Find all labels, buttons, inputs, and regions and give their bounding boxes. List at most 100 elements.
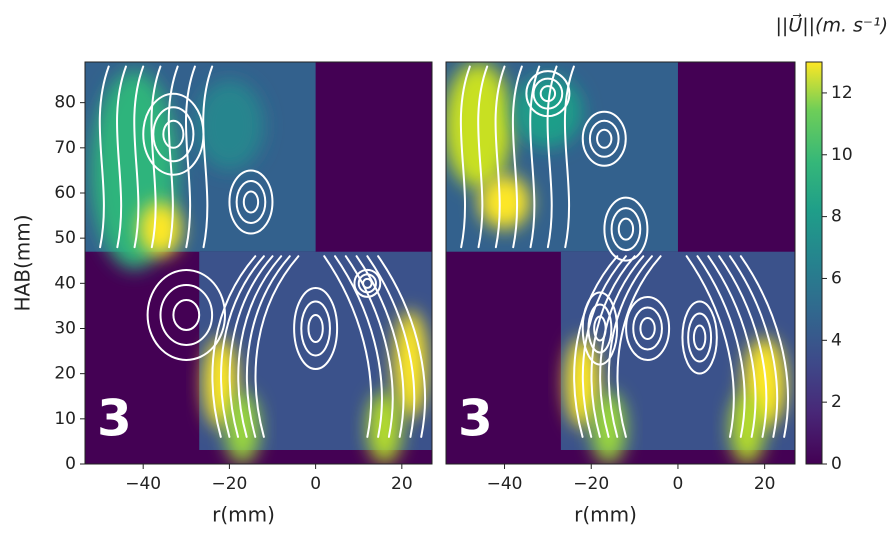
streamline bbox=[366, 255, 416, 438]
field-blob bbox=[367, 391, 402, 464]
streamline bbox=[511, 65, 523, 249]
streamline bbox=[616, 255, 662, 438]
y-tick-label: 60 bbox=[54, 183, 76, 203]
streamline bbox=[300, 300, 331, 357]
panel: −40 −20 0 20 0 10 20 30 40 50 60 70 80 r(mm) HAB(mm) 3 bbox=[11, 61, 433, 527]
streamline bbox=[220, 255, 265, 438]
field-blob bbox=[195, 80, 264, 171]
x-tick-label: −20 bbox=[211, 474, 247, 494]
streamline bbox=[685, 255, 735, 438]
streamline bbox=[254, 255, 300, 438]
y-axis-label: HAB(mm) bbox=[11, 214, 35, 311]
streamline bbox=[588, 119, 620, 158]
streamline bbox=[477, 65, 489, 249]
field bbox=[85, 62, 432, 464]
colorbar-tick-label: 8 bbox=[831, 207, 842, 227]
x-tick-label: −40 bbox=[125, 474, 161, 494]
streamline bbox=[334, 255, 383, 438]
streamline bbox=[167, 65, 179, 249]
streamline bbox=[159, 283, 214, 346]
streamline bbox=[237, 255, 283, 438]
x-tick-label: −20 bbox=[573, 474, 609, 494]
streamline bbox=[211, 255, 257, 438]
streamline bbox=[323, 255, 373, 438]
streamline bbox=[459, 65, 471, 249]
colorbar-tick-label: 6 bbox=[831, 268, 842, 288]
y-tick-label: 40 bbox=[54, 273, 76, 293]
streamline bbox=[718, 255, 768, 438]
streamline bbox=[228, 255, 274, 438]
streamline bbox=[581, 255, 627, 438]
field bbox=[446, 62, 795, 464]
streamline bbox=[162, 119, 185, 149]
streamline bbox=[353, 268, 382, 298]
streamline bbox=[617, 217, 635, 241]
streamline bbox=[625, 295, 671, 361]
streamline bbox=[632, 306, 663, 351]
colorbar-tick-label: 2 bbox=[831, 392, 842, 412]
streamline bbox=[639, 316, 656, 340]
streamline bbox=[546, 65, 558, 249]
x-tick-label: 20 bbox=[754, 474, 776, 494]
x-tick-label: 0 bbox=[673, 474, 684, 494]
streamline bbox=[355, 255, 405, 438]
field-blob bbox=[591, 391, 626, 464]
streamline bbox=[235, 180, 267, 225]
colorbar-tick-label: 4 bbox=[831, 330, 842, 350]
streamline bbox=[152, 106, 195, 163]
streamline bbox=[590, 255, 636, 438]
field-blob bbox=[225, 391, 260, 464]
streamline bbox=[172, 298, 201, 331]
y-tick-label: 20 bbox=[54, 364, 76, 384]
colorbar-tick-label: 0 bbox=[831, 454, 842, 474]
field-blob bbox=[393, 310, 428, 419]
colorbar-label: ||U⃗||(m. s⁻¹) bbox=[776, 13, 888, 36]
streamline bbox=[599, 255, 645, 438]
streamline bbox=[202, 65, 214, 249]
streamline bbox=[603, 196, 649, 262]
colorbar-tick-label: 10 bbox=[831, 145, 853, 165]
streamline bbox=[133, 65, 145, 249]
y-tick-label: 30 bbox=[54, 318, 76, 338]
streamline bbox=[98, 65, 110, 249]
x-axis-label: r(mm) bbox=[574, 503, 637, 527]
streamline bbox=[681, 300, 718, 375]
streamline bbox=[344, 255, 394, 438]
x-tick-label: −40 bbox=[487, 474, 523, 494]
streamline bbox=[293, 286, 339, 370]
streamline bbox=[146, 268, 226, 361]
streamline bbox=[692, 324, 707, 351]
streamline bbox=[185, 65, 196, 249]
y-tick-label: 50 bbox=[54, 228, 76, 248]
y-tick-label: 80 bbox=[54, 93, 76, 113]
y-tick-label: 0 bbox=[65, 454, 76, 474]
streamline bbox=[150, 65, 162, 249]
streamline bbox=[573, 255, 619, 438]
panel-label: 3 bbox=[458, 390, 493, 448]
field-blob bbox=[730, 391, 765, 464]
streamline bbox=[116, 65, 127, 249]
streamline bbox=[228, 169, 274, 235]
streamline bbox=[596, 128, 613, 149]
streamline bbox=[707, 255, 757, 438]
streamline bbox=[607, 255, 653, 438]
panel-label: 3 bbox=[97, 390, 132, 448]
y-tick-label: 70 bbox=[54, 138, 76, 158]
colorbar bbox=[805, 61, 823, 465]
streamline bbox=[242, 190, 260, 214]
field-blob bbox=[138, 202, 182, 257]
panel: −40 −20 0 20 r(mm) 3 bbox=[445, 61, 796, 527]
x-tick-label: 0 bbox=[310, 474, 321, 494]
streamline bbox=[377, 255, 427, 438]
streamline bbox=[728, 255, 779, 438]
streamline bbox=[739, 255, 789, 438]
streamline bbox=[245, 255, 291, 438]
field-blob bbox=[478, 175, 531, 230]
streamline bbox=[494, 65, 506, 249]
axes-frame bbox=[445, 61, 796, 465]
streamline bbox=[529, 65, 541, 249]
streamline bbox=[687, 312, 713, 363]
streamline bbox=[610, 207, 642, 252]
x-tick-label: 20 bbox=[391, 474, 413, 494]
